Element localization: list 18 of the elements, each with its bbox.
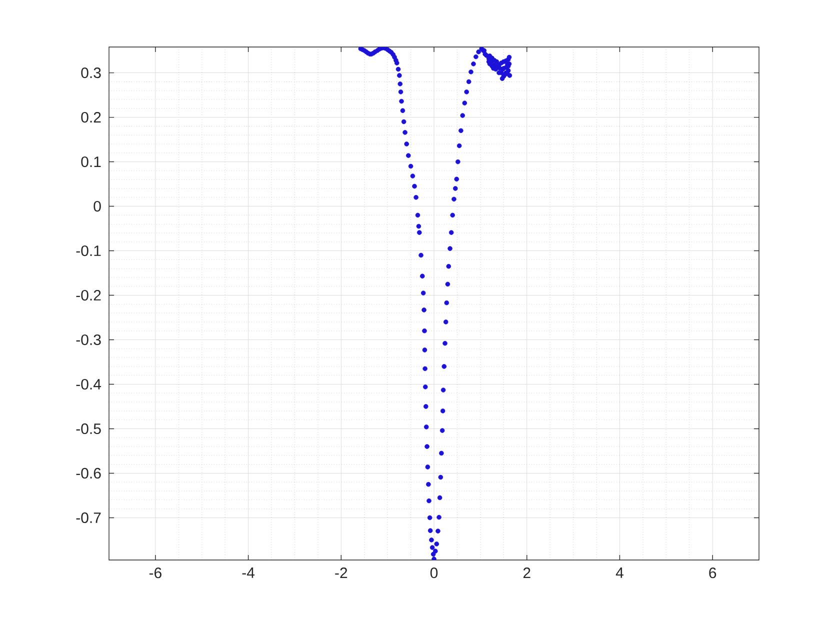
y-tick-label: 0.2 <box>81 112 101 123</box>
x-tick-label: 6 <box>709 568 716 578</box>
y-tick-label: -0.7 <box>76 512 101 524</box>
y-tick-label: 0.1 <box>81 156 101 168</box>
y-tick-label: -0.3 <box>76 334 101 346</box>
y-tick-label: -0.6 <box>76 468 101 479</box>
y-tick-label: 0.3 <box>81 67 101 78</box>
y-tick-label: -0.2 <box>76 290 101 301</box>
y-tick-label: -0.5 <box>76 423 101 434</box>
x-tick-label: 2 <box>523 568 530 578</box>
y-tick-label: -0.1 <box>76 245 101 256</box>
x-tick-label: 0 <box>430 568 438 578</box>
y-tick-label: -0.4 <box>76 378 102 390</box>
x-tick-label: -6 <box>149 568 162 578</box>
y-tick-label: 0 <box>94 200 101 212</box>
x-tick-label: -4 <box>242 568 255 578</box>
x-tick-label: 4 <box>616 568 624 578</box>
x-tick-label: -2 <box>335 568 348 578</box>
